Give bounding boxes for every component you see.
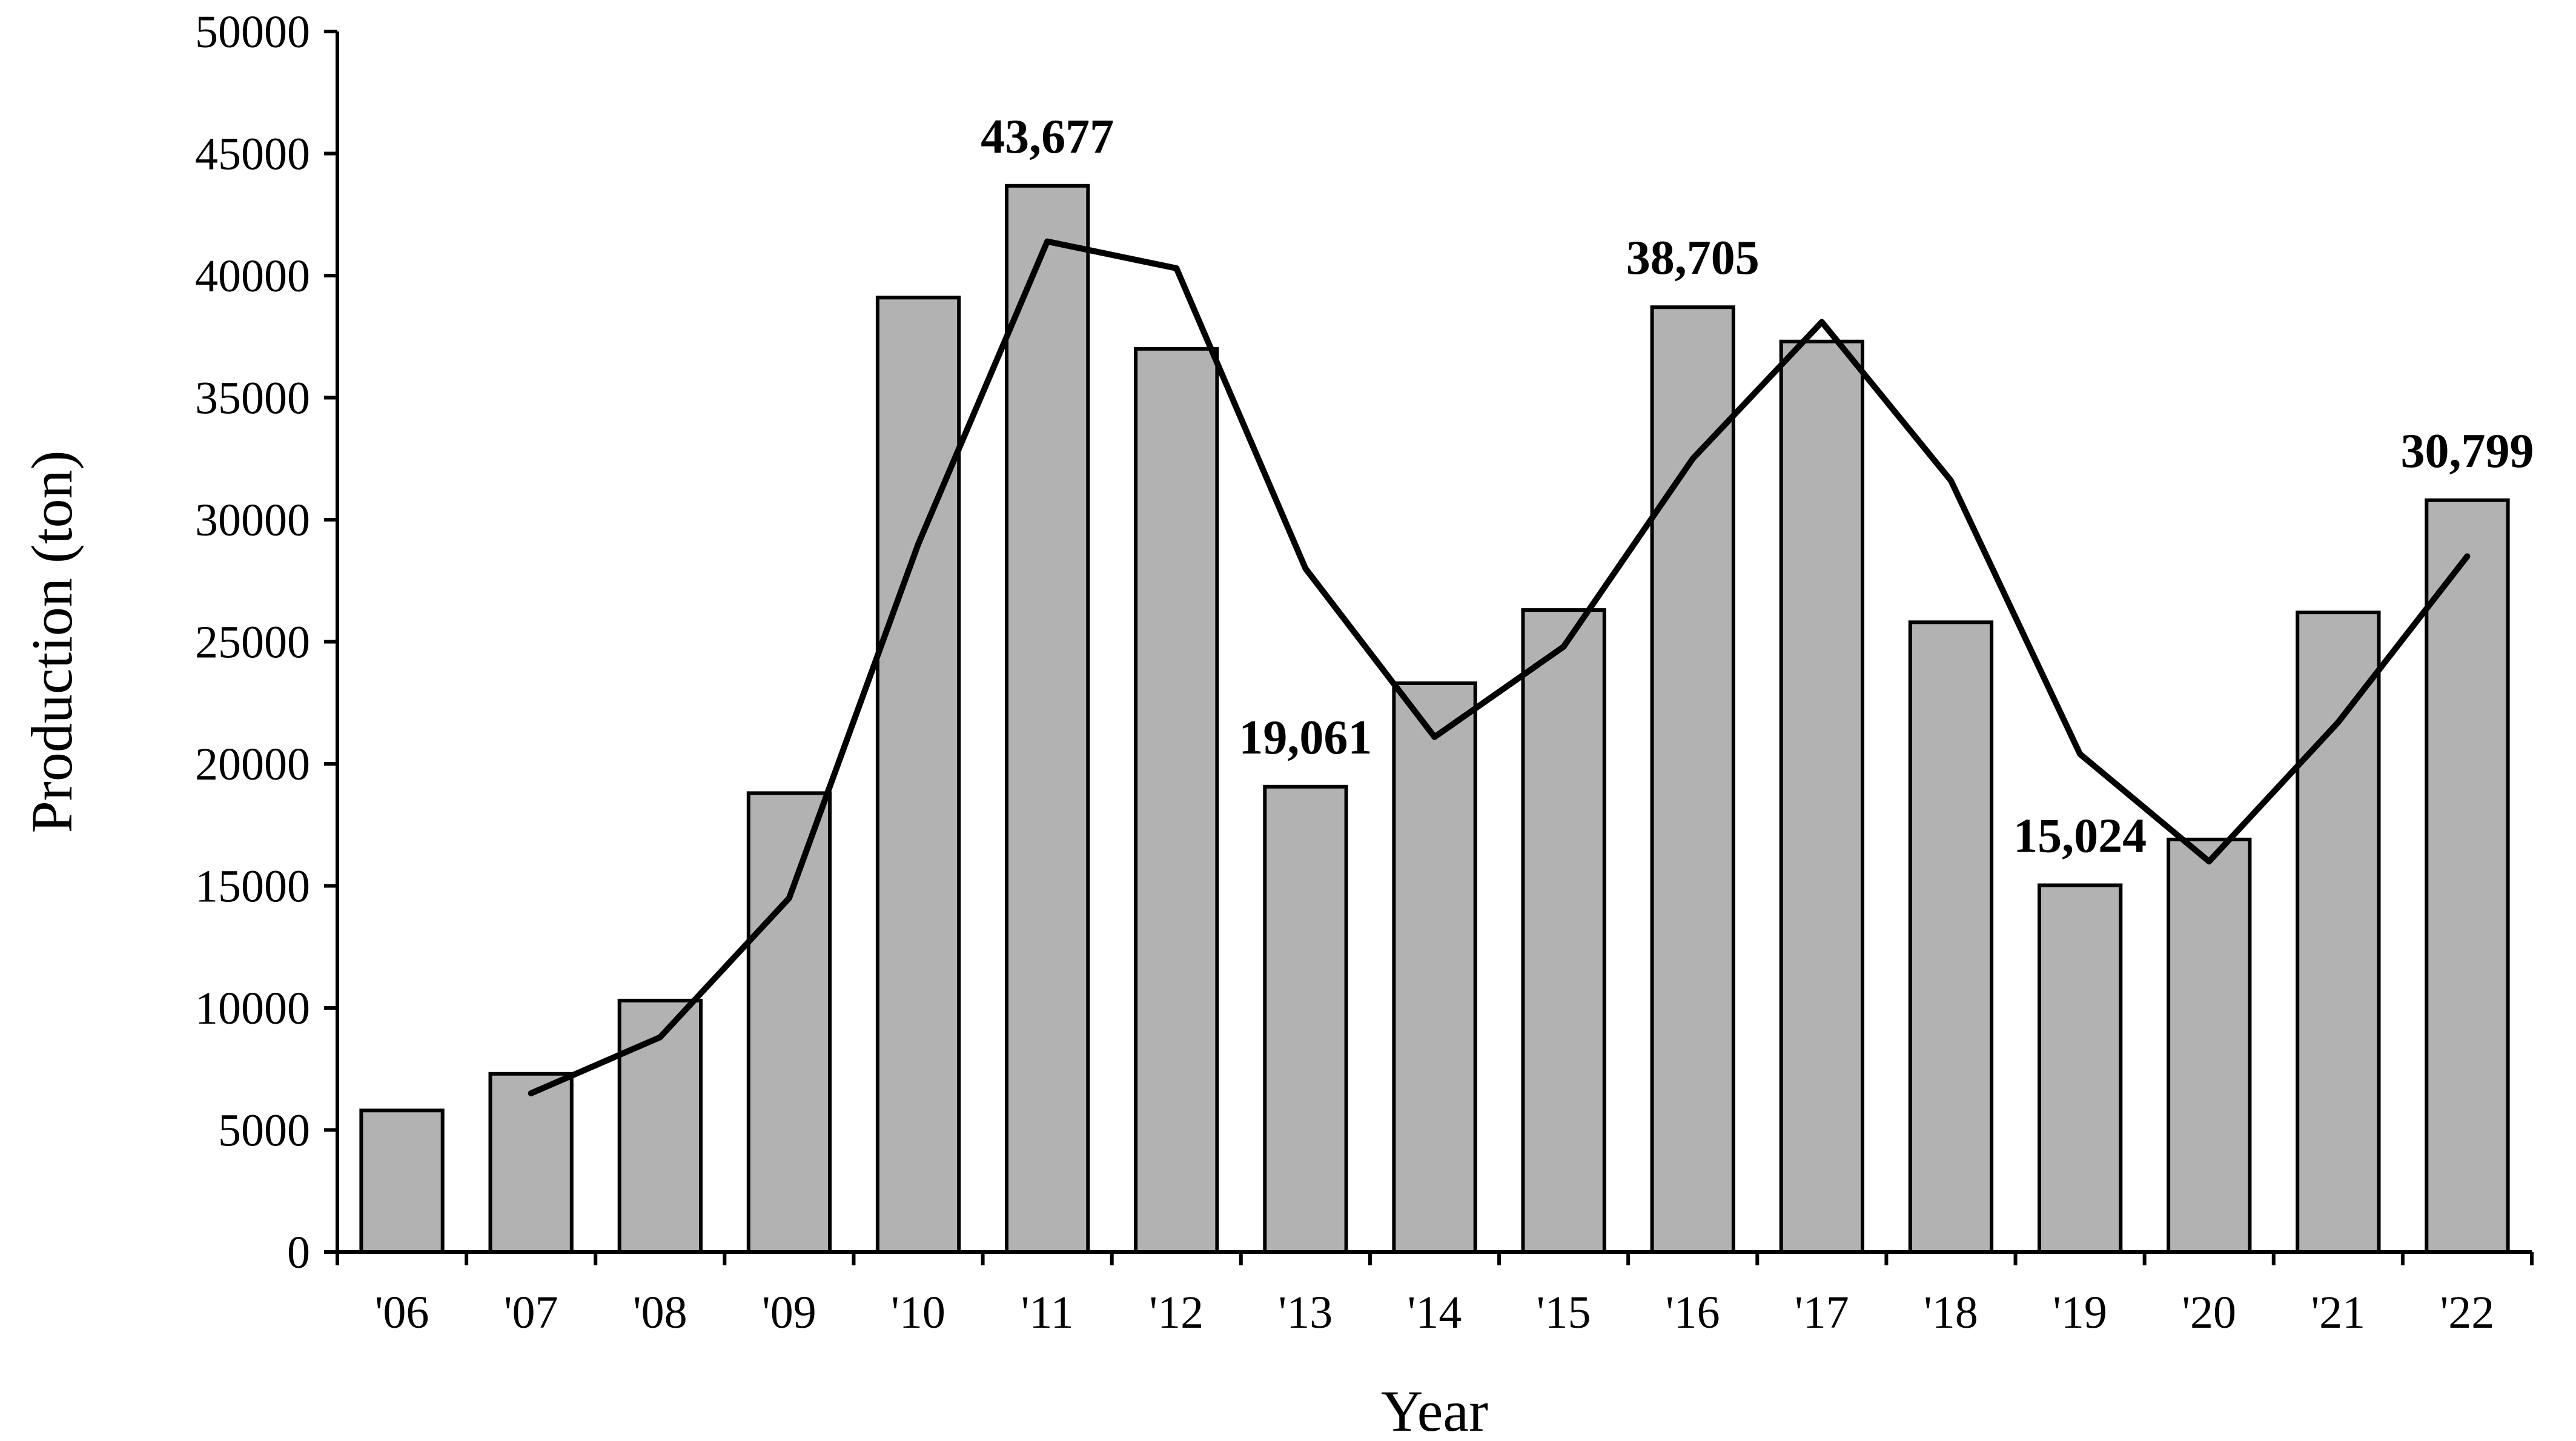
y-tick-label-4: 20000 bbox=[195, 739, 310, 790]
y-tick-label-2: 10000 bbox=[195, 983, 310, 1034]
bar-3 bbox=[746, 791, 832, 1254]
y-tick-label-7: 35000 bbox=[195, 373, 310, 424]
y-axis-title: Production (ton) bbox=[19, 451, 84, 833]
bars-group bbox=[359, 184, 2510, 1254]
trend-line bbox=[528, 238, 2471, 1096]
bar-0 bbox=[359, 1108, 445, 1254]
bar-15 bbox=[2296, 611, 2381, 1254]
x-tick-label-2: '08 bbox=[633, 1287, 687, 1338]
bar-9 bbox=[1521, 608, 1606, 1254]
x-tick-label-7: '13 bbox=[1279, 1287, 1333, 1338]
bar-7 bbox=[1263, 784, 1348, 1254]
x-tick-label-4: '10 bbox=[891, 1287, 945, 1338]
y-tick-label-8: 40000 bbox=[195, 251, 310, 302]
y-tick-label-0: 0 bbox=[287, 1227, 310, 1278]
data-label-4: 30,799 bbox=[2400, 425, 2534, 478]
data-labels-group: 43,677 19,061 38,705 15,024 30,799 bbox=[981, 110, 2534, 863]
y-tick-label-5: 25000 bbox=[195, 617, 310, 668]
y-tick-label-1: 5000 bbox=[218, 1105, 310, 1156]
x-tick-label-3: '09 bbox=[762, 1287, 816, 1338]
bar-14 bbox=[2167, 837, 2252, 1254]
x-tick-label-5: '11 bbox=[1021, 1287, 1074, 1338]
x-ticks-group: '06 '07 '08 '09 '10 '11 '12 '13 '14 '15 '16 '17 '18 '… bbox=[336, 1252, 2534, 1338]
data-label-0: 43,677 bbox=[981, 110, 1114, 164]
bar-1 bbox=[488, 1072, 574, 1254]
x-axis-title: Year bbox=[1381, 1379, 1488, 1441]
bar-13 bbox=[2038, 883, 2123, 1254]
bar-5 bbox=[1005, 184, 1090, 1254]
x-tick-label-10: '16 bbox=[1666, 1287, 1720, 1338]
x-tick-label-1: '07 bbox=[504, 1287, 558, 1338]
bar-16 bbox=[2425, 498, 2510, 1254]
bar-12 bbox=[1908, 620, 1994, 1254]
x-tick-label-16: '22 bbox=[2440, 1287, 2495, 1338]
bar-4 bbox=[875, 296, 961, 1254]
x-tick-label-6: '12 bbox=[1149, 1287, 1204, 1338]
y-tick-label-6: 30000 bbox=[195, 495, 310, 546]
y-tick-label-9: 45000 bbox=[195, 129, 310, 180]
x-tick-label-9: '15 bbox=[1537, 1287, 1591, 1338]
x-tick-label-15: '21 bbox=[2311, 1287, 2365, 1338]
bar-6 bbox=[1134, 346, 1219, 1254]
bar-2 bbox=[617, 998, 703, 1254]
bar-8 bbox=[1392, 681, 1477, 1254]
x-tick-label-8: '14 bbox=[1408, 1287, 1462, 1338]
x-tick-label-13: '19 bbox=[2053, 1287, 2107, 1338]
x-tick-label-11: '17 bbox=[1795, 1287, 1849, 1338]
bar-11 bbox=[1779, 339, 1864, 1254]
y-tick-label-10: 50000 bbox=[195, 7, 310, 58]
data-label-1: 19,061 bbox=[1239, 711, 1372, 764]
data-label-3: 15,024 bbox=[2013, 810, 2147, 863]
x-tick-label-14: '20 bbox=[2182, 1287, 2236, 1338]
trend-line-group bbox=[528, 238, 2471, 1096]
y-ticks-group: 0 5000 10000 15000 20000 25000 30000 35000 40000… bbox=[195, 7, 337, 1278]
y-tick-label-3: 15000 bbox=[195, 861, 310, 912]
data-label-2: 38,705 bbox=[1626, 231, 1760, 285]
bar-10 bbox=[1650, 305, 1735, 1254]
x-tick-label-0: '06 bbox=[375, 1287, 429, 1338]
x-tick-label-12: '18 bbox=[1924, 1287, 1978, 1338]
